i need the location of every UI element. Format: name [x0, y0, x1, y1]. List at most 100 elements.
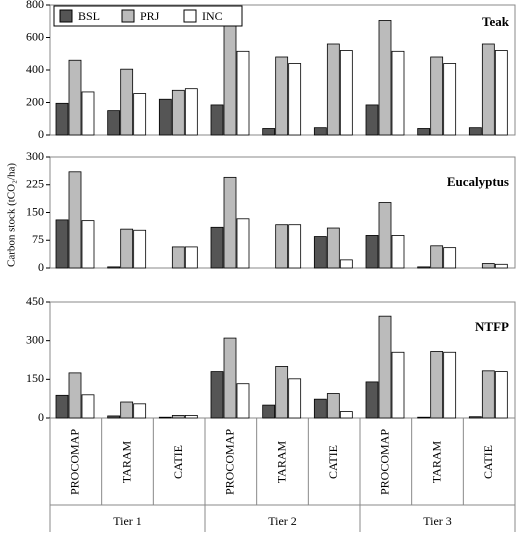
bar	[494, 371, 508, 419]
bar	[107, 266, 121, 269]
bar	[133, 403, 147, 419]
legend-label: INC	[202, 9, 223, 23]
legend-label: BSL	[78, 9, 100, 23]
bar	[365, 381, 379, 419]
bar	[68, 171, 82, 269]
bar	[481, 43, 495, 136]
y-tick-label: 450	[26, 294, 44, 308]
bar	[262, 128, 276, 136]
legend-swatch	[183, 9, 197, 23]
bar	[288, 63, 302, 136]
bar	[275, 366, 289, 419]
bar	[81, 91, 95, 136]
y-tick-label: 200	[26, 94, 44, 108]
legend-label: PRJ	[140, 9, 160, 23]
bar	[468, 416, 482, 419]
bar	[223, 176, 237, 269]
bar	[68, 59, 82, 136]
y-tick-label: 400	[26, 62, 44, 76]
legend-swatch	[121, 9, 135, 23]
y-tick-label: 600	[26, 29, 44, 43]
x-tick-label: PROCOMAP	[378, 429, 392, 495]
bar	[210, 104, 224, 136]
bar	[55, 102, 69, 136]
bar	[81, 220, 95, 269]
bar	[68, 372, 82, 419]
bar	[430, 56, 444, 136]
bar	[417, 266, 431, 269]
bar	[417, 128, 431, 136]
y-tick-label: 150	[26, 204, 44, 218]
tier-label: Tier 3	[423, 514, 452, 528]
bar	[288, 224, 302, 269]
bar	[326, 227, 340, 269]
y-tick-label: 0	[38, 127, 44, 141]
bar	[339, 50, 353, 136]
tier-label: Tier 2	[268, 514, 297, 528]
panel-title: Teak	[482, 14, 510, 29]
bar	[468, 127, 482, 136]
bar	[391, 235, 405, 269]
y-tick-label: 75	[32, 232, 44, 246]
bar	[443, 247, 457, 269]
bar	[326, 393, 340, 419]
x-tick-label: TARAM	[274, 440, 288, 483]
bar	[378, 202, 392, 269]
bar	[210, 371, 224, 419]
bar	[184, 88, 198, 136]
x-tick-label: TARAM	[429, 440, 443, 483]
bar	[210, 226, 224, 269]
panel-title: NTFP	[475, 319, 509, 334]
bar	[313, 236, 327, 269]
bar	[81, 394, 95, 419]
bar	[236, 218, 250, 269]
bar	[262, 404, 276, 419]
bar	[443, 351, 457, 419]
bar	[55, 394, 69, 419]
bar	[275, 224, 289, 269]
bar	[120, 68, 134, 136]
y-tick-label: 0	[38, 410, 44, 424]
bar	[107, 110, 121, 136]
bar	[288, 378, 302, 419]
bar	[223, 20, 237, 136]
y-tick-label: 225	[26, 177, 44, 191]
x-tick-label: CATIE	[481, 445, 495, 479]
bar	[430, 245, 444, 269]
x-tick-label: TARAM	[119, 440, 133, 483]
bar	[365, 104, 379, 136]
bar	[378, 315, 392, 419]
y-tick-label: 800	[26, 0, 44, 11]
y-axis-label: Carbon stock (tCO₂/ha)	[6, 163, 18, 267]
panel-title: Eucalyptus	[447, 174, 509, 189]
y-tick-label: 300	[26, 149, 44, 163]
bar	[133, 93, 147, 136]
bar	[133, 229, 147, 269]
bar	[391, 50, 405, 136]
bar	[443, 63, 457, 136]
bar	[171, 89, 185, 136]
bar	[171, 246, 185, 269]
x-tick-label: CATIE	[171, 445, 185, 479]
bar	[55, 219, 69, 269]
bar	[430, 351, 444, 419]
bar	[417, 416, 431, 419]
bar	[158, 416, 172, 419]
bar	[120, 401, 134, 419]
bar	[313, 398, 327, 419]
bar	[494, 50, 508, 136]
y-tick-label: 150	[26, 371, 44, 385]
bar	[339, 411, 353, 419]
tier-label: Tier 1	[113, 514, 142, 528]
bar	[120, 228, 134, 269]
bar	[184, 415, 198, 419]
bar	[481, 370, 495, 419]
bar	[236, 383, 250, 419]
bar	[378, 20, 392, 136]
bar	[236, 50, 250, 136]
bar	[313, 127, 327, 136]
bar	[158, 98, 172, 136]
bar	[223, 337, 237, 419]
bar	[184, 246, 198, 269]
